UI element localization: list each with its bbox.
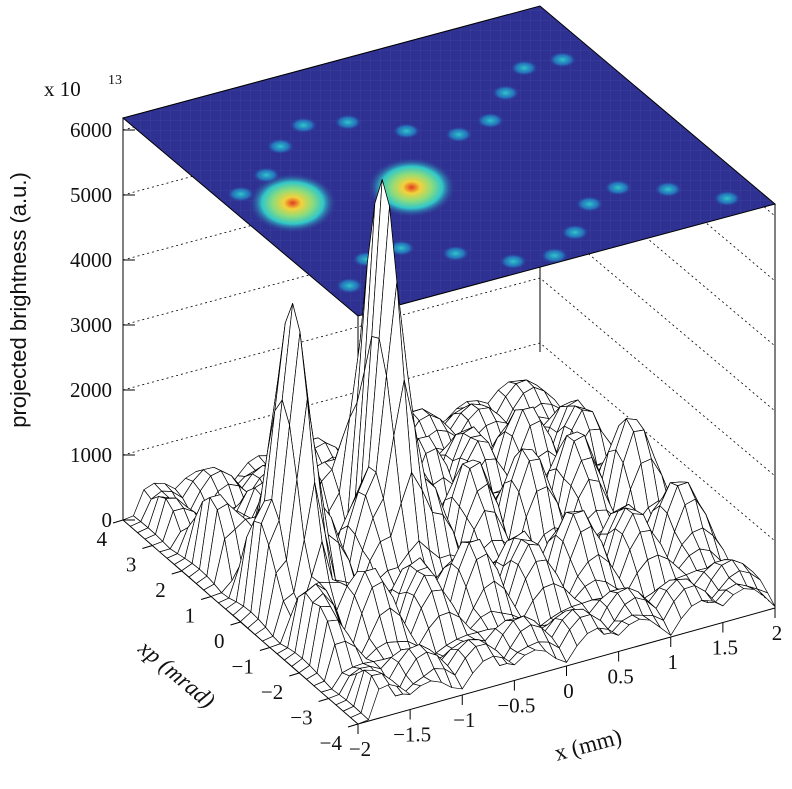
top-ripple [392,122,421,139]
xp-tick [347,723,359,728]
top-ripple [333,114,362,131]
top-ripple [540,247,569,264]
xp-tick-label: 3 [126,553,137,577]
scale-factor-exponent: 13 [108,73,122,88]
top-ripple [289,117,318,134]
top-colour-map [123,6,775,316]
xp-tick-label: 0 [214,629,225,653]
x-tick-label: −1 [453,708,475,732]
x-axis-title: x (mm) [552,724,625,766]
x-tick-label: 0.5 [608,665,634,689]
top-ripple [510,59,539,76]
z-tick-label: 4000 [70,248,112,272]
xp-tick-label: 1 [185,604,196,628]
z-gridline [122,342,776,542]
z-tick-label: 5000 [70,183,112,207]
z-tick-label: 6000 [70,118,112,142]
xp-tick [142,545,153,549]
top-ripple [252,167,281,184]
xp-tick [112,519,124,524]
z-tick-label: 2000 [70,378,112,402]
top-ripple [560,224,589,241]
xp-tick [171,570,182,575]
top-ripple [548,51,577,68]
xp-tick [289,672,300,677]
top-ripple [713,190,742,207]
z-tick-label: 3000 [70,313,112,337]
top-ripple [575,196,604,213]
top-peak [367,157,456,218]
xp-tick [200,596,212,600]
top-ripple [491,84,520,101]
x-tick-label: −0.5 [497,694,535,718]
top-ripple [604,179,633,196]
x-tick-label: 2 [772,621,783,645]
top-ripple [226,186,255,203]
x-axis-ticks: −2 −1.5 −1 −0.5 0 0.5 1 1.5 2 [349,608,782,761]
xp-tick [230,621,241,626]
xp-tick-label: 4 [97,527,108,551]
x-tick-label: 1 [668,650,679,674]
xp-tick-label: 2 [155,578,166,602]
scale-factor-prefix: x 10 [44,77,81,101]
xp-axis-title: xp (mrad) [133,635,220,714]
z-tick-label: 1000 [70,443,112,467]
x-tick-label: −2 [349,737,371,761]
z-gridline [122,277,776,477]
wireframe-surface [122,179,776,725]
xp-tick-label: −2 [261,680,283,704]
top-ripple [444,126,473,143]
xp-tick-label: −3 [290,706,312,730]
top-ripple [476,112,505,129]
z-tick-label: 0 [102,508,113,532]
xp-tick-label: −1 [232,655,254,679]
top-ripple [335,277,364,294]
x-tick-label: −1.5 [393,723,431,747]
top-ripple [266,138,295,155]
top-ripple [499,253,528,270]
top-ripple [441,245,470,262]
xp-tick [318,698,329,702]
z-axis-title: projected brightness (a.u.) [6,172,31,428]
top-peak [248,173,337,233]
top-ripple [654,181,683,198]
x-tick-label: 0 [563,679,574,703]
xp-tick-label: −4 [320,731,343,755]
xp-tick [259,647,271,651]
x-tick-label: 1.5 [712,636,738,660]
z-axis-ticks: 0 1000 2000 3000 4000 5000 6000 [70,118,135,532]
surface-cell [350,712,369,725]
